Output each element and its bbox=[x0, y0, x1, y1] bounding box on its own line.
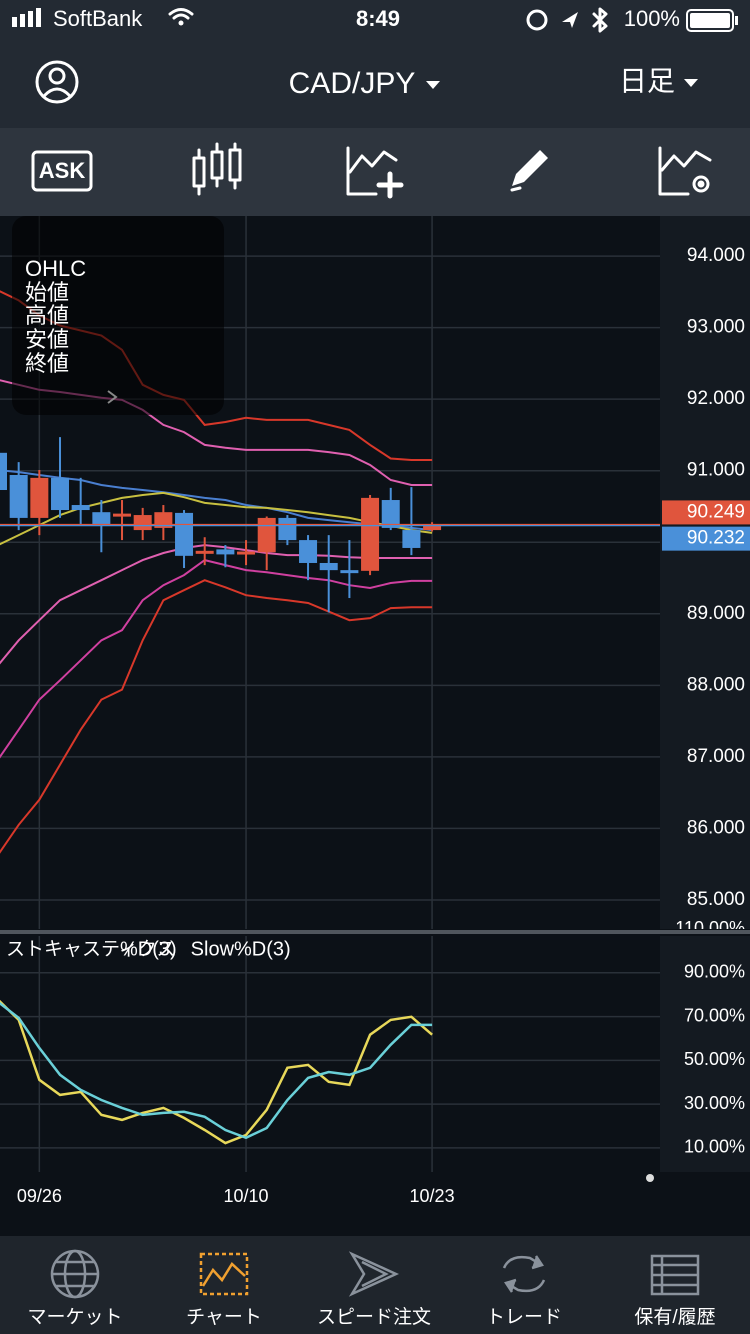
stoch-plot bbox=[0, 999, 433, 1145]
candle-body bbox=[278, 517, 297, 541]
price-tag-label: 90.249 bbox=[687, 501, 745, 522]
stoch-line bbox=[0, 999, 433, 1145]
x-tick-label: 09/26 bbox=[17, 1186, 62, 1206]
candle-body bbox=[113, 513, 132, 517]
holdings-icon bbox=[650, 1254, 700, 1296]
price-tag bbox=[662, 526, 750, 551]
chart-type-button[interactable] bbox=[192, 142, 242, 196]
candle-body bbox=[133, 515, 152, 531]
tab-label[interactable]: マーケット bbox=[27, 1307, 122, 1328]
band-line bbox=[0, 559, 433, 759]
y-tick-label: 92.000 bbox=[687, 388, 745, 409]
band-line bbox=[0, 544, 433, 665]
candle-body bbox=[9, 474, 28, 518]
band-line bbox=[0, 491, 433, 546]
y-tick-label: 30.00% bbox=[684, 1093, 745, 1113]
y-tick-label: 86.000 bbox=[687, 817, 745, 838]
trade-icon bbox=[502, 1255, 546, 1293]
ohlc-field: 始値 bbox=[25, 280, 69, 305]
main-axis: 85.00086.00087.00088.00089.00090.00091.0… bbox=[662, 245, 750, 910]
candle-body bbox=[216, 549, 235, 555]
candle-body bbox=[30, 477, 49, 518]
tab-bar: マーケット チャート スピード注文 トレード 保有/履歴 bbox=[27, 1249, 716, 1328]
market-icon bbox=[50, 1249, 100, 1299]
toolbar-bg bbox=[0, 128, 750, 216]
axis-panel bbox=[660, 216, 750, 1172]
candle-body bbox=[51, 477, 70, 511]
y-tick-label: 10.00% bbox=[684, 1137, 745, 1157]
band-line bbox=[0, 579, 433, 854]
y-tick-label: 94.000 bbox=[687, 245, 745, 266]
ask-label: ASK bbox=[39, 158, 86, 183]
stoch-grid bbox=[0, 936, 660, 1172]
candle-body bbox=[257, 517, 276, 553]
y-tick-label: 90.00% bbox=[684, 962, 745, 982]
tab-label[interactable]: 保有/履歴 bbox=[634, 1306, 715, 1328]
ask-button[interactable]: ASK bbox=[31, 150, 93, 192]
y-tick-label: 93.000 bbox=[687, 317, 745, 338]
ohlc-field: 安値 bbox=[25, 327, 69, 352]
price-tag-label: 90.232 bbox=[687, 528, 745, 549]
stoch-legend: ストキャスティクス %D(3) Slow%D(3) bbox=[6, 938, 291, 960]
tab-label[interactable]: トレード bbox=[486, 1307, 562, 1328]
candle-body bbox=[340, 570, 359, 574]
y-tick-label: 88.000 bbox=[687, 674, 745, 695]
y-tick-label: 70.00% bbox=[684, 1005, 745, 1025]
draw-button[interactable] bbox=[510, 150, 548, 192]
candle-body bbox=[92, 512, 111, 526]
header: CAD/JPY 日足 bbox=[35, 60, 698, 104]
panel-divider[interactable] bbox=[0, 930, 750, 934]
main-plot bbox=[0, 290, 660, 854]
legend-entry: Slow%D(3) bbox=[191, 938, 291, 960]
band-line bbox=[0, 469, 433, 532]
y-tick-label: 89.000 bbox=[687, 603, 745, 624]
candle-body bbox=[361, 497, 380, 571]
candle-body bbox=[195, 550, 214, 554]
header-bg bbox=[0, 0, 750, 128]
candle-body bbox=[402, 530, 421, 548]
x-tick-label: 10/23 bbox=[410, 1186, 455, 1206]
indicator-add-button[interactable] bbox=[346, 146, 404, 199]
timeframe[interactable]: 日足 bbox=[619, 65, 675, 96]
price-tag bbox=[662, 500, 750, 525]
ohlc-field: 終値 bbox=[25, 351, 69, 376]
stoch-title: ストキャスティクス bbox=[6, 938, 175, 960]
tab-label[interactable]: チャート bbox=[186, 1307, 262, 1328]
x-axis: 09/26 10/10 10/23 bbox=[17, 1186, 455, 1206]
y-tick-label: 87.000 bbox=[687, 746, 745, 767]
ohlc-panel[interactable]: OHLC 始値 高値 安値 終値 bbox=[12, 216, 224, 415]
chart-settings-button[interactable] bbox=[658, 146, 712, 196]
tab-label[interactable]: スピード注文 bbox=[317, 1306, 431, 1328]
ohlc-title: OHLC bbox=[25, 256, 86, 281]
tab-bar-bg bbox=[0, 1236, 750, 1334]
legend-entry: %D(3) bbox=[120, 938, 177, 960]
toolbar: ASK bbox=[31, 142, 712, 199]
clock: 8:49 bbox=[356, 6, 400, 31]
chart-icon bbox=[199, 1252, 249, 1296]
y-tick-label: 91.000 bbox=[687, 460, 745, 481]
candle-body bbox=[299, 540, 318, 563]
speed-order-icon bbox=[348, 1251, 400, 1297]
candle-body bbox=[319, 562, 338, 571]
candle-body bbox=[381, 500, 400, 528]
status-bar: SoftBank 8:49 100% bbox=[12, 6, 738, 33]
account-button[interactable] bbox=[35, 60, 79, 104]
ohlc-field: 高値 bbox=[25, 303, 69, 328]
x-tick-label: 10/10 bbox=[224, 1186, 269, 1206]
candle-body bbox=[71, 505, 90, 511]
scroll-dot bbox=[646, 1174, 654, 1182]
candle-body bbox=[237, 551, 256, 555]
y-tick-label: 50.00% bbox=[684, 1049, 745, 1069]
candle-body bbox=[175, 512, 194, 556]
stoch-line bbox=[0, 1001, 433, 1140]
candle-body bbox=[0, 452, 7, 491]
battery-percent: 100% bbox=[624, 6, 680, 31]
currency-pair[interactable]: CAD/JPY bbox=[289, 67, 416, 100]
candle-body bbox=[423, 524, 442, 531]
carrier: SoftBank bbox=[53, 6, 143, 31]
y-tick-label: 85.000 bbox=[687, 889, 745, 910]
